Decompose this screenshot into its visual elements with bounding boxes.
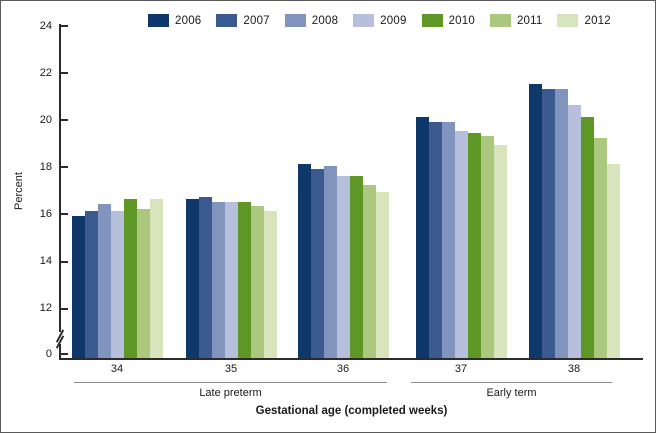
legend-swatch-icon bbox=[284, 14, 306, 27]
bar-2009-week36 bbox=[336, 175, 350, 358]
bar-2011-week35 bbox=[250, 206, 264, 358]
bar-2012-week34 bbox=[149, 199, 163, 358]
y-tick bbox=[61, 353, 68, 355]
bar-2012-week37 bbox=[493, 145, 507, 358]
legend-item-2008: 2008 bbox=[284, 14, 339, 27]
y-tick-label: 14 bbox=[39, 255, 52, 267]
bar-2008-week36 bbox=[323, 166, 337, 358]
legend-swatch-icon bbox=[148, 14, 169, 27]
late-preterm-underline bbox=[74, 382, 387, 383]
legend-item-2010: 2010 bbox=[421, 14, 475, 27]
y-tick-label: 20 bbox=[39, 113, 52, 126]
bar-2010-week36 bbox=[349, 175, 363, 358]
legend-label: 2012 bbox=[584, 14, 611, 27]
bar-2012-week38 bbox=[606, 163, 620, 358]
y-tick-label: 22 bbox=[39, 66, 52, 79]
y-tick bbox=[61, 25, 68, 27]
bar-2006-week38 bbox=[528, 83, 542, 358]
bar-2007-week36 bbox=[310, 168, 324, 358]
legend-item-2012: 2012 bbox=[557, 14, 611, 27]
x-category-label-38: 38 bbox=[567, 363, 581, 375]
bar-2011-week37 bbox=[480, 135, 494, 358]
bar-2008-week34 bbox=[97, 203, 111, 358]
bar-2012-week35 bbox=[263, 211, 277, 358]
early-term-underline bbox=[411, 382, 612, 383]
y-tick bbox=[61, 213, 68, 216]
bar-2006-week34 bbox=[71, 215, 85, 358]
legend-item-2007: 2007 bbox=[216, 14, 270, 27]
y-tick bbox=[61, 166, 68, 169]
legend-item-2006: 2006 bbox=[148, 14, 201, 27]
late-preterm-label: Late preterm bbox=[199, 387, 262, 399]
bar-2008-week35 bbox=[211, 201, 225, 358]
bar-2008-week38 bbox=[554, 88, 568, 358]
bar-2009-week34 bbox=[110, 211, 124, 358]
bar-2010-week35 bbox=[237, 201, 251, 358]
y-tick bbox=[61, 307, 68, 310]
legend-label: 2006 bbox=[175, 14, 202, 27]
y-tick-label: 0 bbox=[45, 347, 52, 360]
x-category-label-37: 37 bbox=[454, 363, 468, 375]
bar-2007-week35 bbox=[198, 196, 212, 358]
legend-swatch-icon bbox=[421, 14, 443, 27]
x-axis-line bbox=[59, 358, 643, 360]
legend-swatch-icon bbox=[557, 14, 579, 27]
y-tick bbox=[61, 72, 68, 75]
legend-label: 2011 bbox=[516, 14, 543, 27]
bar-2010-week37 bbox=[467, 133, 481, 358]
legend-label: 2009 bbox=[380, 14, 407, 27]
x-category-label-35: 35 bbox=[224, 363, 238, 375]
bar-2007-week37 bbox=[428, 121, 442, 358]
bar-2006-week36 bbox=[297, 163, 311, 358]
y-tick bbox=[61, 119, 68, 122]
bar-2011-week36 bbox=[362, 185, 376, 358]
y-tick bbox=[61, 260, 68, 263]
legend-swatch-icon bbox=[216, 14, 238, 27]
y-axis-title: Percent bbox=[13, 172, 25, 210]
bar-2007-week34 bbox=[84, 211, 98, 358]
y-tick-label: 18 bbox=[39, 160, 52, 173]
early-term-label: Early term bbox=[486, 387, 537, 399]
y-tick-label: 24 bbox=[39, 19, 52, 32]
legend-label: 2010 bbox=[448, 14, 475, 27]
bar-2006-week35 bbox=[185, 199, 199, 358]
bar-2011-week34 bbox=[136, 208, 150, 358]
bar-2009-week37 bbox=[454, 130, 468, 358]
bar-2012-week36 bbox=[375, 192, 389, 358]
legend-swatch-icon bbox=[489, 14, 511, 27]
bar-2010-week38 bbox=[580, 116, 594, 358]
chart-legend: 2006 2007 2008 2009 2010 2011 2012 bbox=[148, 14, 611, 27]
legend-label: 2008 bbox=[311, 14, 339, 27]
bar-2010-week34 bbox=[123, 199, 137, 358]
bar-2008-week37 bbox=[441, 121, 455, 358]
y-tick-label: 16 bbox=[39, 207, 52, 220]
legend-label: 2007 bbox=[243, 14, 270, 27]
legend-swatch-icon bbox=[353, 14, 375, 27]
bar-2009-week35 bbox=[224, 201, 238, 358]
bar-2007-week38 bbox=[541, 88, 555, 358]
bar-2011-week38 bbox=[593, 138, 607, 358]
y-axis-line bbox=[59, 24, 61, 360]
x-axis-title: Gestational age (completed weeks) bbox=[255, 405, 448, 417]
y-tick-label: 12 bbox=[39, 302, 52, 315]
x-category-label-36: 36 bbox=[336, 363, 350, 375]
x-category-label-34: 34 bbox=[110, 363, 124, 375]
bar-2006-week37 bbox=[415, 116, 429, 358]
legend-item-2009: 2009 bbox=[353, 14, 406, 27]
bar-2009-week38 bbox=[567, 105, 581, 358]
legend-item-2011: 2011 bbox=[489, 14, 543, 27]
